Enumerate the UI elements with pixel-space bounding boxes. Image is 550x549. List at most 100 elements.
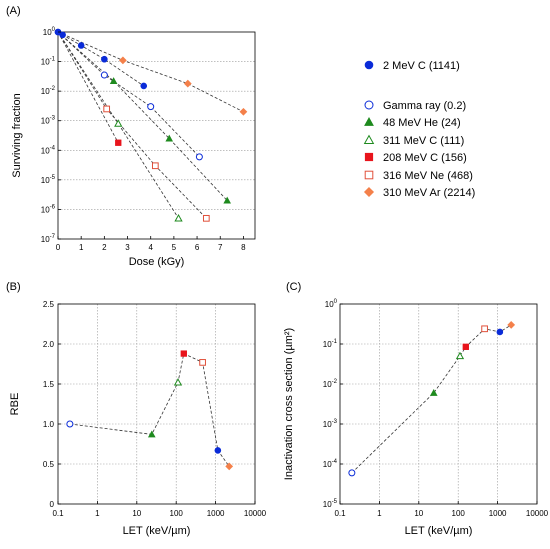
- y-tick-label: 0.5: [43, 460, 55, 469]
- series-line-316-mev-ne-468: [57, 31, 207, 219]
- data-point-208-mev-c-156: [115, 139, 122, 146]
- x-tick-label: 8: [241, 243, 246, 252]
- y-tick-label: 10-2: [41, 86, 56, 96]
- panel-label-c: (C): [286, 281, 301, 293]
- x-axis-label-a: Dose (kGy): [129, 256, 185, 268]
- x-tick-label: 0: [56, 243, 61, 252]
- data-point-gamma-ray-0-2: [66, 420, 74, 428]
- data-point-311-mev-c-111: [114, 119, 123, 127]
- y-tick-label: 10-4: [323, 459, 338, 469]
- legend-marker: [364, 60, 374, 70]
- legend-item-316-mev-ne-468: 316 MeV Ne (468): [364, 170, 473, 182]
- x-tick-label: 10000: [244, 509, 267, 518]
- x-tick-label: 1: [79, 243, 84, 252]
- legend-marker: [364, 100, 374, 110]
- x-axis-label-b: LET (keV/µm): [123, 525, 191, 537]
- plot-frame-a: [57, 31, 256, 240]
- legend-marker: [363, 134, 375, 145]
- data-point-gamma-ray-0-2: [195, 153, 203, 161]
- data-point-48-mev-he-24: [429, 388, 438, 396]
- panel-a: (A) 100 10-1 10-2 10-3 10-4 10-5 10-6 10-70 1 2 3 4…: [6, 5, 256, 268]
- data-point-208-mev-c-156: [180, 350, 187, 357]
- panel-label-a: (A): [6, 5, 21, 17]
- legend-label: 48 MeV He (24): [383, 117, 461, 129]
- legend: 2 MeV C (1141) Gamma ray (0.2) 48 MeV He (…: [363, 60, 475, 199]
- data-point-2-mev-c-1141: [496, 328, 504, 336]
- x-tick-label: 5: [172, 243, 177, 252]
- data-point-48-mev-he-24: [165, 134, 174, 142]
- plot-frame-c: [339, 303, 538, 505]
- legend-label: 208 MeV C (156): [383, 152, 467, 164]
- series-line-311-mev-c-111: [57, 31, 179, 219]
- series-line-310-mev-ar-2214: [57, 31, 244, 113]
- data-point-2-mev-c-1141: [214, 447, 222, 454]
- legend-item-48-mev-he-24: 48 MeV He (24): [364, 116, 461, 129]
- y-tick-label: 2.5: [43, 300, 55, 309]
- panel-label-b: (B): [6, 281, 21, 293]
- y-tick-label: 10-6: [41, 204, 56, 214]
- series-line-gamma-ray-0-2: [57, 31, 200, 158]
- data-point-311-mev-c-111: [173, 378, 183, 386]
- legend-item-gamma-ray-0-2: Gamma ray (0.2): [364, 100, 466, 112]
- x-tick-label: 0.1: [52, 509, 64, 518]
- y-tick-label: 100: [325, 299, 338, 309]
- data-point-2-mev-c-1141: [101, 55, 108, 63]
- y-tick-label: 10-1: [323, 339, 338, 349]
- data-point-316-mev-ne-468: [202, 214, 210, 222]
- x-tick-label: 1: [95, 509, 100, 518]
- data-point-gamma-ray-0-2: [147, 103, 155, 111]
- x-tick-label: 3: [125, 243, 130, 252]
- y-tick-label: 10-4: [41, 145, 56, 155]
- legend-item-2-mev-c-1141: 2 MeV C (1141): [364, 60, 460, 72]
- data-point-208-mev-c-156: [462, 343, 469, 350]
- legend-marker: [364, 116, 374, 126]
- x-tick-label: 1000: [489, 509, 507, 518]
- legend-label: 316 MeV Ne (468): [383, 170, 473, 182]
- x-tick-label: 0.1: [334, 509, 346, 518]
- y-tick-label: 1.5: [43, 380, 55, 389]
- data-point-48-mev-he-24: [109, 77, 118, 84]
- data-point-gamma-ray-0-2: [100, 71, 108, 79]
- data-point-310-mev-ar-2214: [239, 107, 248, 116]
- x-tick-label: 10: [414, 509, 423, 518]
- connecting-line: [351, 324, 512, 474]
- y-tick-label: 10-1: [41, 57, 56, 67]
- data-point-310-mev-ar-2214: [119, 56, 127, 65]
- series-line-48-mev-he-24: [57, 31, 228, 201]
- y-tick-label: 10-3: [41, 116, 56, 126]
- data-point-316-mev-ne-468: [481, 325, 488, 333]
- legend-label: 310 MeV Ar (2214): [383, 187, 475, 199]
- data-point-316-mev-ne-468: [199, 359, 206, 366]
- legend-marker: [364, 152, 374, 162]
- y-tick-label: 10-5: [323, 499, 338, 509]
- legend-label: Gamma ray (0.2): [383, 100, 466, 112]
- data-point-316-mev-ne-468: [151, 162, 159, 170]
- y-tick-label: 100: [43, 27, 56, 37]
- series-line-2-mev-c-1141: [57, 31, 144, 87]
- legend-item-311-mev-c-111: 311 MeV C (111): [363, 134, 464, 147]
- data-point-48-mev-he-24: [223, 196, 231, 204]
- x-tick-label: 1000: [207, 509, 225, 518]
- data-point-48-mev-he-24: [147, 430, 156, 438]
- connecting-line: [69, 353, 230, 467]
- y-tick-label: 10-2: [323, 379, 338, 389]
- legend-label: 311 MeV C (111): [383, 135, 464, 147]
- legend-marker: [363, 186, 375, 198]
- x-tick-label: 100: [452, 509, 466, 518]
- data-point-311-mev-c-111: [455, 351, 465, 360]
- data-point-gamma-ray-0-2: [348, 469, 356, 477]
- y-axis-label-b: RBE: [9, 393, 21, 416]
- x-tick-label: 4: [148, 243, 153, 252]
- x-tick-label: 100: [170, 509, 184, 518]
- data-point-310-mev-ar-2214: [183, 79, 192, 88]
- legend-marker: [364, 170, 374, 180]
- y-tick-label: 0: [50, 500, 55, 509]
- data-point-2-mev-c-1141: [140, 82, 148, 90]
- x-tick-label: 6: [195, 243, 200, 252]
- panel-c: (C) 0.1 1 10 100 1000 10000 100 10-1 10-2 10-3 10-…: [283, 281, 549, 537]
- legend-item-310-mev-ar-2214: 310 MeV Ar (2214): [363, 186, 475, 199]
- data-point-310-mev-ar-2214: [225, 462, 234, 471]
- x-tick-label: 7: [218, 243, 223, 252]
- y-tick-label: 10-7: [41, 234, 56, 244]
